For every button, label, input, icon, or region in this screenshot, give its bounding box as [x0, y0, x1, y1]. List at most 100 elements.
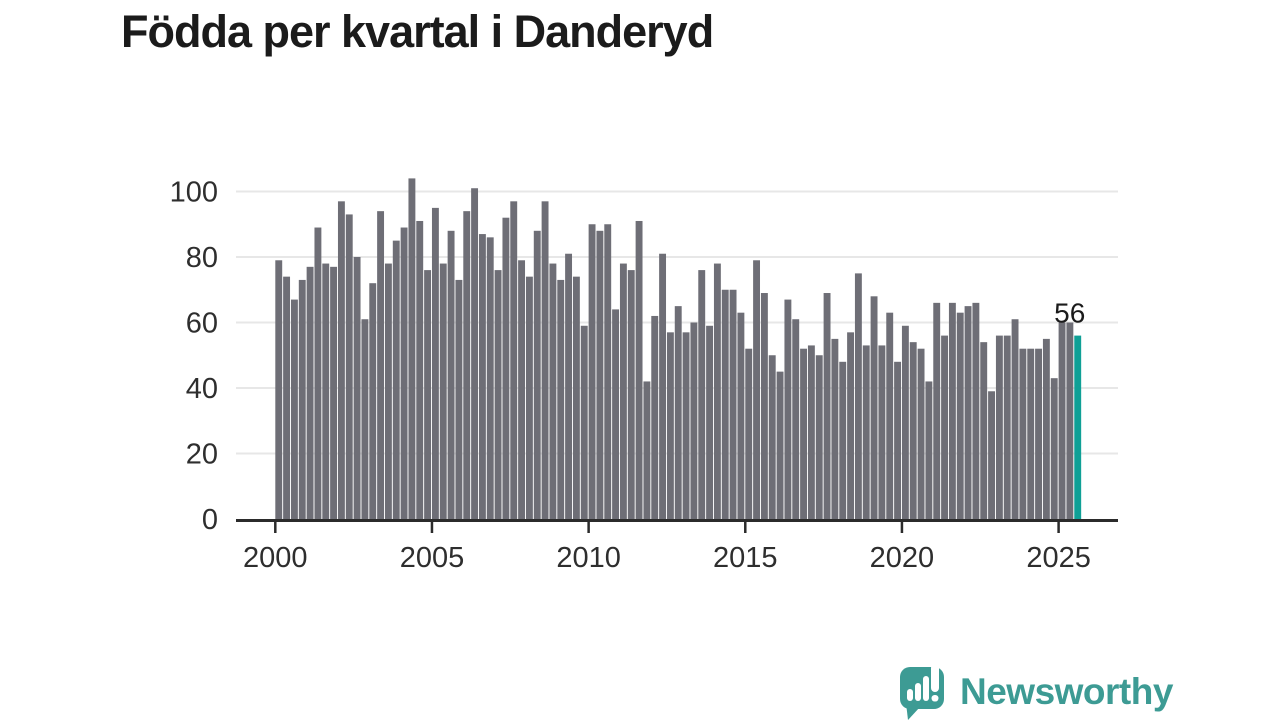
- bar: [870, 296, 878, 519]
- bar: [854, 273, 862, 520]
- x-tick-label: 2025: [1026, 542, 1091, 574]
- bar: [369, 283, 377, 519]
- bar: [596, 230, 604, 520]
- bar: [345, 214, 353, 519]
- bar: [1042, 338, 1050, 520]
- highlighted-bar: [1074, 335, 1082, 519]
- logo-bar-medium: [915, 683, 921, 701]
- highlight-value-label: 56: [1054, 298, 1085, 329]
- bar: [377, 211, 385, 519]
- bar: [941, 335, 949, 519]
- bar: [619, 263, 627, 519]
- x-axis-line: [236, 519, 1118, 522]
- bar: [737, 312, 745, 519]
- bar: [1035, 348, 1042, 519]
- bar: [768, 355, 776, 519]
- bar: [533, 230, 541, 520]
- bar: [353, 257, 361, 519]
- bar: [463, 211, 471, 519]
- bar: [627, 270, 635, 519]
- bar: [925, 381, 933, 519]
- newsworthy-logo-icon: [900, 664, 944, 720]
- bar: [886, 312, 894, 519]
- x-tick-label: 2010: [556, 542, 621, 574]
- bar: [557, 279, 565, 519]
- bar: [1058, 322, 1066, 519]
- logo-bubble-tail: [906, 703, 920, 720]
- bar: [298, 279, 306, 519]
- bar: [1066, 322, 1074, 519]
- bar: [408, 178, 416, 519]
- bar: [588, 224, 596, 519]
- y-tick-label: 40: [186, 373, 218, 405]
- bar: [901, 325, 909, 519]
- bar: [384, 263, 392, 519]
- bar: [337, 201, 345, 519]
- bar: [651, 315, 659, 519]
- bar: [784, 299, 792, 519]
- x-tick-label: 2005: [400, 542, 465, 574]
- bar: [361, 319, 369, 519]
- bar: [1003, 335, 1011, 519]
- bar: [635, 220, 643, 520]
- logo-exclamation-dot: [931, 695, 939, 702]
- bar: [682, 332, 690, 519]
- newsworthy-logo-text: Newsworthy: [960, 671, 1173, 712]
- bar: [831, 338, 839, 520]
- bar: [541, 201, 549, 519]
- bar: [776, 371, 784, 520]
- bar: [330, 266, 338, 519]
- bar: [392, 240, 400, 520]
- bar: [502, 217, 510, 519]
- bar: [283, 276, 291, 519]
- logo-bar-tall: [923, 676, 929, 701]
- bar: [894, 361, 902, 519]
- bar: [1050, 378, 1058, 519]
- bar: [729, 289, 737, 519]
- bar: [807, 345, 815, 519]
- bar: [698, 270, 706, 519]
- bar: [565, 253, 573, 520]
- bar: [792, 319, 800, 519]
- bar: [1027, 348, 1035, 519]
- bar: [486, 237, 494, 519]
- bar: [753, 260, 761, 519]
- bar: [494, 270, 502, 519]
- bar: [604, 224, 612, 519]
- bar: [1011, 319, 1019, 519]
- bar: [839, 361, 847, 519]
- bar: [525, 276, 533, 519]
- bar: [847, 332, 855, 519]
- bar: [909, 342, 917, 519]
- y-tick-label: 60: [186, 308, 218, 340]
- newsworthy-logo: Newsworthy: [899, 663, 1173, 720]
- y-tick-label: 100: [170, 177, 218, 209]
- bar: [580, 325, 588, 519]
- bar: [510, 201, 518, 519]
- bar: [674, 306, 682, 520]
- bar: [424, 270, 432, 519]
- bar: [518, 260, 526, 519]
- y-tick-label: 80: [186, 242, 218, 274]
- bar: [1019, 348, 1027, 519]
- bar: [322, 263, 330, 519]
- bar: [290, 299, 298, 519]
- bar: [455, 279, 463, 519]
- bar: [800, 348, 808, 519]
- x-tick-label: 2000: [243, 542, 308, 574]
- bar: [956, 312, 964, 519]
- bar: [478, 234, 486, 519]
- bar: [988, 391, 995, 519]
- bar: [972, 302, 980, 519]
- bar: [980, 342, 988, 519]
- x-tick-label: 2015: [713, 542, 778, 574]
- bar: [823, 293, 831, 519]
- bar: [643, 381, 651, 519]
- logo-bar-small: [907, 689, 913, 701]
- chart-title: Födda per kvartal i Danderyd: [121, 6, 714, 57]
- x-tick-label: 2020: [870, 542, 935, 574]
- bar: [690, 322, 698, 519]
- bar: [933, 302, 941, 519]
- bar: [878, 345, 886, 519]
